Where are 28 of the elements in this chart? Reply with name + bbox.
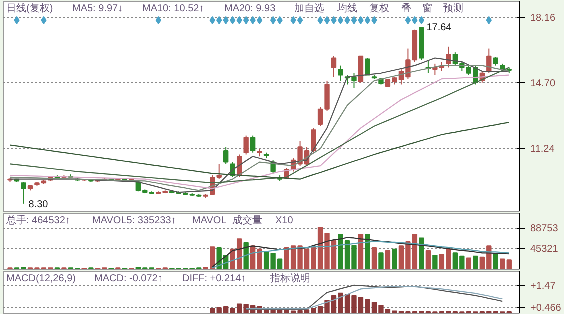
annotation: 复权 xyxy=(370,2,390,14)
annotation: 8.30 xyxy=(28,199,49,210)
y-tick-label: 45321 xyxy=(530,244,559,255)
annotation: 日线(复权) xyxy=(6,2,54,14)
annotation: MACD(12,26,9) xyxy=(6,274,76,284)
y-tick-label: +0.466 xyxy=(530,303,562,314)
annotation: DIFF: +0.214↑ xyxy=(182,274,246,284)
annotation: 指标说明 xyxy=(270,272,310,284)
annotation: MAVOL xyxy=(192,216,228,226)
annotation: MA20: 9.93 xyxy=(224,4,276,14)
annotation: 预测 xyxy=(444,2,464,14)
annotation: 加自选 xyxy=(294,2,324,14)
y-tick-label: 11.24 xyxy=(530,144,556,155)
annotation: 均线 xyxy=(336,2,358,14)
y-tick-label: 18.16 xyxy=(530,12,556,24)
annotation: 成交量 xyxy=(232,214,262,226)
y-tick-label: 88753 xyxy=(530,224,559,235)
annotation: MACD: -0.072↑ xyxy=(94,274,163,284)
annotation: 总手: 464532↑ xyxy=(6,214,70,226)
annotation: MA5: 9.97↓ xyxy=(72,4,124,14)
annotation: 叠 xyxy=(402,4,412,14)
annotation: MAVOL5: 335233↑ xyxy=(92,216,176,226)
annotation: X10 xyxy=(276,216,294,226)
annotation: 窗 xyxy=(422,2,432,14)
annotation: 17.64 xyxy=(426,22,452,34)
y-tick-label: 14.70 xyxy=(530,78,556,90)
y-tick-label: +1.47 xyxy=(530,280,556,292)
annotation: MA10: 10.52↑ xyxy=(142,4,204,14)
